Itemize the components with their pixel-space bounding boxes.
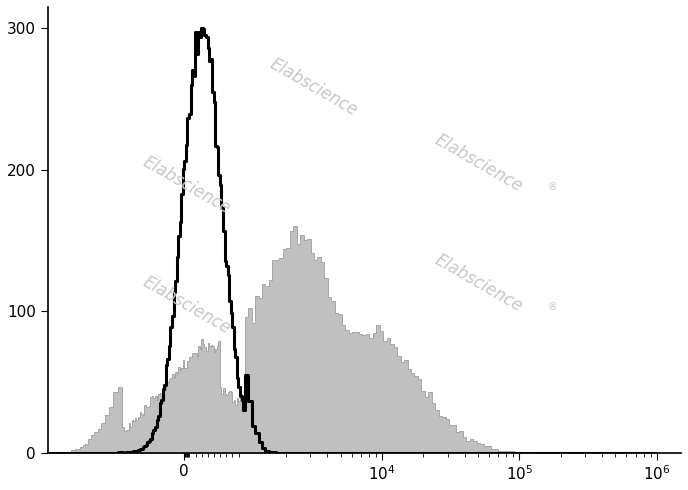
Text: Elabscience: Elabscience — [140, 153, 234, 218]
Text: Elabscience: Elabscience — [267, 55, 361, 120]
Text: ®: ® — [548, 302, 558, 312]
Text: Elabscience: Elabscience — [431, 130, 526, 196]
Text: Elabscience: Elabscience — [431, 251, 526, 316]
Text: Elabscience: Elabscience — [140, 273, 234, 338]
Text: ®: ® — [548, 182, 558, 192]
